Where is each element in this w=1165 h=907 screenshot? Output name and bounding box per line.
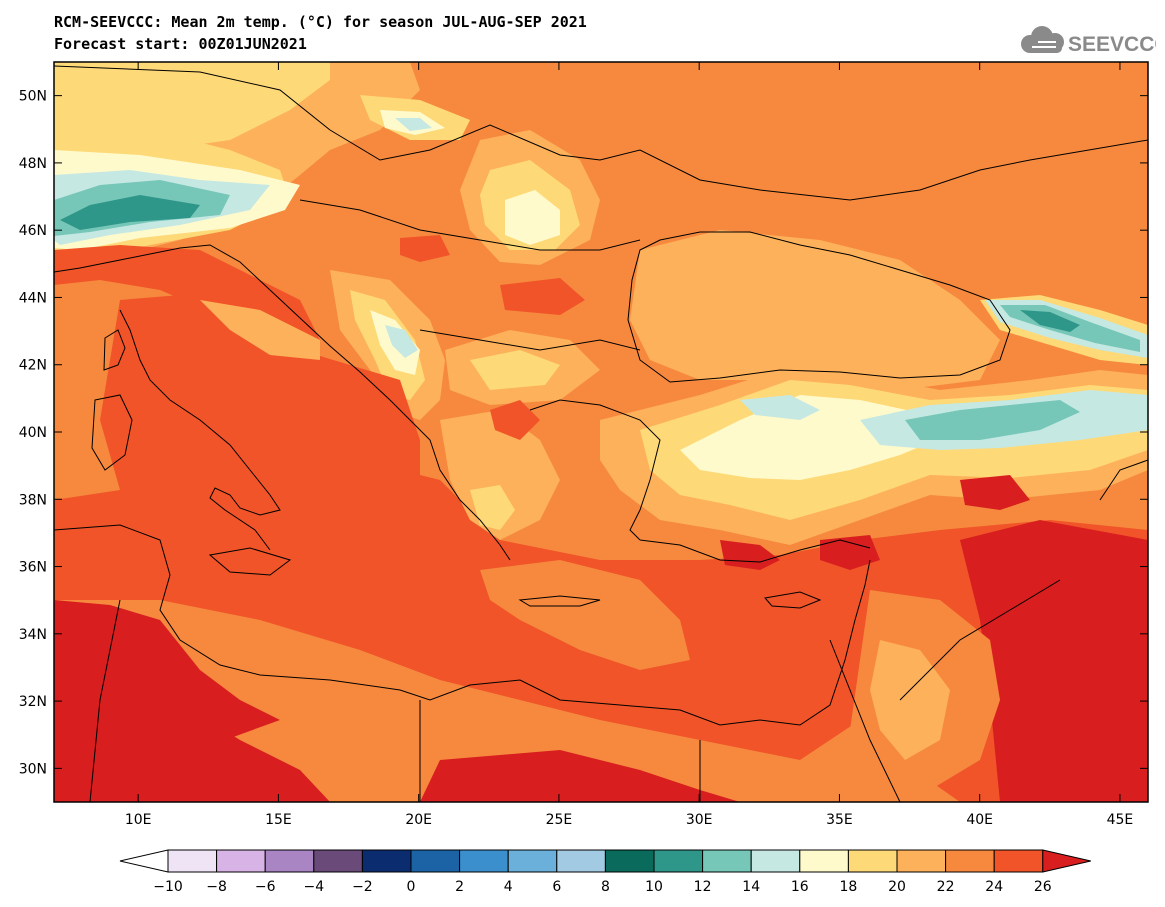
lon-tick-label: 35E [826, 812, 853, 828]
colorbar-swatch [604, 849, 655, 873]
colorbar-over-arrow [1042, 849, 1091, 873]
colorbar-level-label: 26 [1034, 879, 1052, 895]
lat-tick-label: 38N [19, 492, 47, 508]
colorbar-level-label: 20 [888, 879, 906, 895]
colorbar-swatch [847, 849, 898, 873]
longitude-axis: 10E 15E 20E 25E 30E 35E 40E 45E [125, 62, 1133, 828]
coastlines [54, 65, 1148, 802]
lon-tick-label: 40E [966, 812, 993, 828]
colorbar-swatch [507, 849, 558, 873]
colorbar-swatch [216, 849, 266, 873]
lat-tick-label: 44N [19, 290, 47, 306]
colorbar-swatch [410, 849, 461, 873]
colorbar-swatch [459, 849, 509, 873]
lon-tick-label: 45E [1107, 812, 1134, 828]
colorbar-swatch [167, 849, 218, 873]
lat-tick-label: 40N [19, 425, 47, 441]
colorbar-level-label: 16 [791, 879, 809, 895]
lat-tick-label: 36N [19, 560, 47, 576]
colorbar-under-arrow [119, 849, 169, 873]
lat-tick-label: 32N [19, 694, 47, 710]
colorbar-level-label: −6 [255, 879, 276, 895]
colorbar-level-label: 10 [645, 879, 663, 895]
colorbar-level-label: 2 [455, 879, 464, 895]
lat-tick-label: 42N [19, 358, 47, 374]
lon-tick-label: 15E [265, 812, 292, 828]
colorbar-level-label: 6 [552, 879, 561, 895]
lat-tick-label: 46N [19, 223, 47, 239]
colorbar-level-label: −8 [206, 879, 227, 895]
colorbar-level-label: −2 [352, 879, 373, 895]
latitude-axis: 30N 32N 34N 36N 38N 40N 42N 44N 46N 48N 50N [19, 89, 1148, 777]
lon-tick-label: 20E [405, 812, 432, 828]
colorbar-level-label: 8 [601, 879, 610, 895]
colorbar-swatch [313, 849, 363, 873]
seevccc-logo: SEEVCCC [1021, 26, 1156, 56]
lon-tick-label: 10E [125, 812, 152, 828]
colorbar-swatch [653, 849, 704, 873]
colorbar-swatch [556, 849, 606, 873]
colorbar-level-label: 24 [985, 879, 1003, 895]
lat-tick-label: 48N [19, 156, 47, 172]
colorbar-swatch [993, 849, 1044, 873]
colorbar-swatch [750, 849, 801, 873]
colorbar-level-label: 12 [694, 879, 712, 895]
lat-tick-label: 50N [19, 89, 47, 105]
lon-tick-label: 30E [686, 812, 713, 828]
temperature-field [54, 62, 1148, 802]
colorbar-level-label: −10 [153, 879, 183, 895]
colorbar-swatch [945, 849, 995, 873]
colorbar-level-label: 18 [839, 879, 857, 895]
colorbar-swatch [361, 849, 412, 873]
colorbar-level-label: 0 [407, 879, 416, 895]
lat-tick-label: 30N [19, 761, 47, 777]
lat-tick-label: 34N [19, 627, 47, 643]
colorbar-level-label: 4 [504, 879, 513, 895]
colorbar-level-label: −4 [303, 879, 324, 895]
colorbar-swatch [702, 849, 752, 873]
colorbar-swatch [896, 849, 947, 873]
colorbar-swatch [799, 849, 849, 873]
lon-tick-label: 25E [546, 812, 573, 828]
forecast-start-label: Forecast start: 00Z01JUN2021 [54, 35, 307, 53]
logo-text: SEEVCCC [1068, 33, 1156, 56]
colorbar-level-label: 22 [937, 879, 955, 895]
map-title: RCM-SEEVCCC: Mean 2m temp. (°C) for seas… [54, 13, 587, 31]
colorbar-swatch [264, 849, 315, 873]
colorbar-level-label: 14 [742, 879, 760, 895]
colorbar-legend: −10 −8 −6 −4 −2 0 2 4 6 8 10 12 14 16 18 20 22 24 26 [119, 849, 1091, 895]
